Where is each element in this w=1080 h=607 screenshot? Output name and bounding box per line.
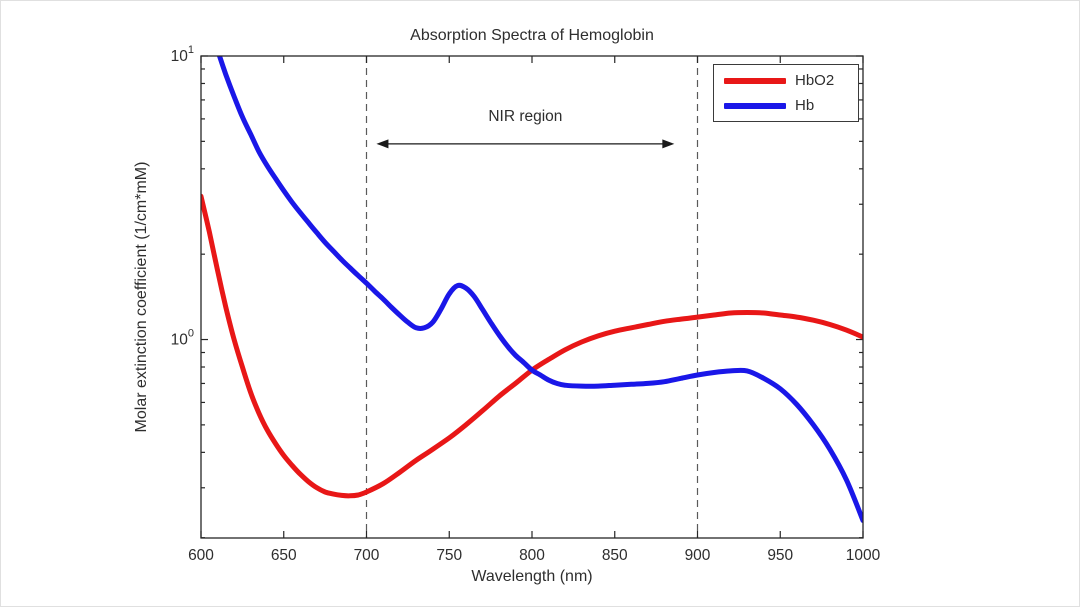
legend-label: Hb	[795, 97, 815, 114]
legend-line-swatch	[724, 77, 786, 84]
x-tick-labels: 600 650 700 750 800 850 900 950 1000	[188, 547, 881, 564]
svg-text:800: 800	[519, 547, 545, 564]
legend-box: HbO2 Hb	[713, 64, 859, 122]
y-tick-labels: 100 101	[171, 44, 194, 349]
svg-text:900: 900	[685, 547, 711, 564]
svg-text:950: 950	[767, 547, 793, 564]
nir-region-annotation: NIR region	[376, 108, 675, 149]
legend-line-swatch	[724, 102, 786, 109]
hbo2-curve	[201, 193, 863, 499]
svg-text:650: 650	[271, 547, 297, 564]
svg-text:100: 100	[171, 328, 194, 349]
svg-text:850: 850	[602, 547, 628, 564]
legend-entry: HbO2	[724, 72, 858, 89]
x-axis-label: Wavelength (nm)	[471, 568, 593, 585]
legend-entry: Hb	[724, 97, 858, 114]
nir-boundary-lines	[365, 56, 699, 538]
axes-box	[200, 55, 864, 539]
hb-curve	[216, 56, 863, 523]
svg-text:750: 750	[436, 547, 462, 564]
axis-ticks	[200, 55, 864, 539]
nir-region-label: NIR region	[488, 108, 562, 125]
svg-text:1000: 1000	[846, 547, 881, 564]
chart-title: Absorption Spectra of Hemoglobin	[410, 27, 654, 44]
svg-text:700: 700	[354, 547, 380, 564]
svg-text:101: 101	[171, 44, 194, 65]
legend-label: HbO2	[795, 72, 835, 89]
series-curves	[201, 56, 863, 523]
svg-text:600: 600	[188, 547, 214, 564]
